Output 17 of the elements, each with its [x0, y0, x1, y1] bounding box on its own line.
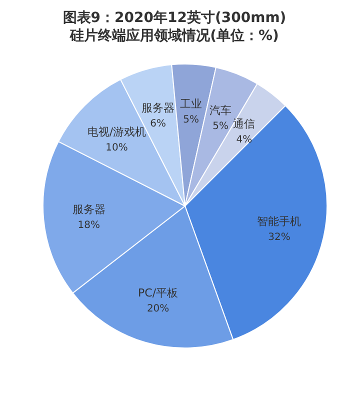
data-label: 6% — [150, 118, 166, 130]
slice-label: 智能手机 — [257, 215, 302, 228]
data-label: 5% — [212, 121, 228, 132]
data-label: 20% — [146, 304, 170, 315]
data-label: 5% — [183, 114, 199, 126]
slice-label: 服务器 — [72, 203, 106, 216]
chart-title: 图表9：2020年12英寸(300mm)硅片终端应用领域情况(单位：%) — [62, 10, 286, 44]
data-label: 18% — [78, 220, 100, 232]
slice-label: 服务器 — [142, 101, 175, 114]
slice-label: 工业 — [180, 98, 202, 111]
data-label: 10% — [106, 142, 128, 154]
slice-label: 通信 — [233, 118, 256, 131]
slice-label: 汽车 — [210, 104, 232, 118]
data-label: 32% — [268, 232, 290, 244]
data-label: 4% — [236, 134, 252, 146]
slice-label: PC/平板 — [138, 286, 178, 300]
slice-label: 电视/游戏机 — [87, 126, 146, 139]
